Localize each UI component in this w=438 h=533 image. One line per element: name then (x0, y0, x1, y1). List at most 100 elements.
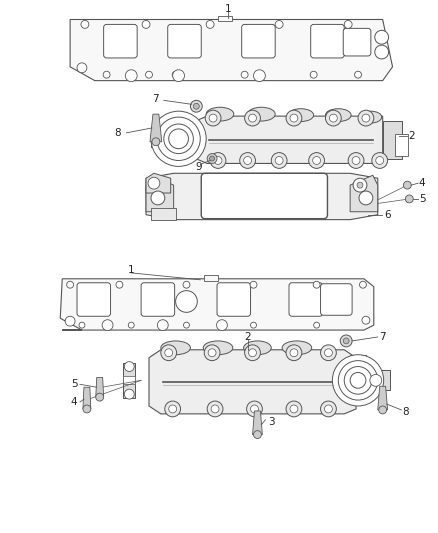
Circle shape (165, 401, 180, 417)
Circle shape (244, 157, 251, 164)
Circle shape (151, 191, 165, 205)
Ellipse shape (247, 107, 275, 121)
Polygon shape (350, 355, 366, 370)
Circle shape (251, 405, 258, 413)
Circle shape (344, 20, 352, 28)
Circle shape (207, 154, 217, 164)
FancyBboxPatch shape (168, 25, 201, 58)
Circle shape (372, 152, 388, 168)
Circle shape (249, 349, 257, 357)
Circle shape (325, 405, 332, 413)
Text: 8: 8 (402, 407, 409, 417)
Circle shape (148, 177, 160, 189)
Circle shape (245, 110, 261, 126)
Circle shape (348, 152, 364, 168)
Circle shape (275, 20, 283, 28)
Polygon shape (383, 121, 403, 158)
Circle shape (249, 114, 257, 122)
Circle shape (325, 349, 332, 357)
Polygon shape (146, 173, 378, 220)
Text: 6: 6 (384, 209, 391, 220)
Circle shape (309, 152, 325, 168)
Circle shape (241, 71, 248, 78)
Text: 1: 1 (225, 4, 231, 14)
Circle shape (254, 70, 265, 82)
Circle shape (209, 114, 217, 122)
FancyBboxPatch shape (201, 173, 328, 219)
Circle shape (128, 322, 134, 328)
FancyBboxPatch shape (311, 25, 344, 58)
Polygon shape (350, 175, 378, 212)
Circle shape (332, 355, 384, 406)
Circle shape (240, 152, 255, 168)
Circle shape (191, 100, 202, 112)
Circle shape (251, 322, 257, 328)
Ellipse shape (288, 109, 314, 122)
Circle shape (184, 322, 189, 328)
Circle shape (271, 152, 287, 168)
Circle shape (124, 389, 134, 399)
FancyBboxPatch shape (343, 28, 371, 56)
Circle shape (176, 290, 197, 312)
Circle shape (290, 405, 298, 413)
Polygon shape (378, 370, 389, 390)
Circle shape (206, 20, 214, 28)
Circle shape (77, 63, 87, 72)
Text: 8: 8 (114, 128, 121, 138)
Polygon shape (150, 114, 162, 142)
Bar (204, 275, 218, 281)
Text: 5: 5 (419, 194, 425, 204)
Bar (124, 376, 135, 384)
Polygon shape (253, 411, 262, 434)
Circle shape (210, 152, 226, 168)
Circle shape (321, 401, 336, 417)
FancyBboxPatch shape (141, 282, 175, 316)
Circle shape (208, 349, 216, 357)
Text: 1: 1 (128, 265, 134, 275)
Circle shape (183, 281, 190, 288)
Circle shape (161, 345, 177, 361)
Circle shape (152, 138, 160, 146)
Polygon shape (146, 175, 173, 212)
Circle shape (125, 70, 137, 82)
Circle shape (352, 157, 360, 164)
Ellipse shape (282, 341, 312, 355)
Circle shape (67, 281, 74, 288)
Circle shape (290, 349, 298, 357)
Bar (395, 134, 408, 156)
Circle shape (355, 71, 361, 78)
FancyBboxPatch shape (321, 284, 352, 316)
Circle shape (173, 70, 184, 82)
Polygon shape (195, 116, 383, 164)
Circle shape (102, 320, 113, 330)
FancyBboxPatch shape (104, 25, 137, 58)
Circle shape (286, 401, 302, 417)
Ellipse shape (206, 107, 234, 121)
Circle shape (360, 281, 367, 288)
Circle shape (247, 401, 262, 417)
Circle shape (245, 345, 261, 361)
Circle shape (313, 157, 321, 164)
Circle shape (250, 281, 257, 288)
Polygon shape (171, 129, 187, 158)
Circle shape (96, 393, 104, 401)
Ellipse shape (360, 111, 381, 123)
Circle shape (145, 71, 152, 78)
Polygon shape (70, 20, 392, 80)
Circle shape (376, 157, 384, 164)
Polygon shape (124, 362, 135, 398)
Polygon shape (146, 173, 171, 193)
Text: 4: 4 (71, 397, 78, 407)
Circle shape (362, 316, 370, 324)
Polygon shape (96, 377, 104, 397)
Text: 2: 2 (244, 332, 251, 342)
Circle shape (343, 338, 349, 344)
Circle shape (314, 322, 320, 328)
Circle shape (375, 30, 389, 44)
FancyBboxPatch shape (242, 25, 275, 58)
Circle shape (103, 71, 110, 78)
Circle shape (205, 110, 221, 126)
Circle shape (204, 345, 220, 361)
Text: 9: 9 (195, 163, 201, 172)
Circle shape (65, 316, 75, 326)
